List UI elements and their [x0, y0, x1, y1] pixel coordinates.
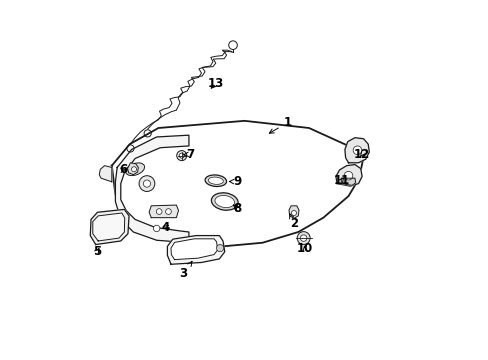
Text: 1: 1: [269, 116, 291, 133]
Polygon shape: [167, 235, 224, 264]
Text: 10: 10: [296, 242, 312, 255]
Polygon shape: [90, 210, 129, 244]
Ellipse shape: [208, 177, 223, 184]
Circle shape: [156, 209, 162, 215]
Text: 6: 6: [119, 163, 127, 176]
Text: 9: 9: [229, 175, 241, 188]
Circle shape: [352, 146, 361, 154]
Polygon shape: [127, 163, 138, 175]
Text: 7: 7: [183, 148, 194, 161]
Circle shape: [297, 231, 309, 244]
Circle shape: [216, 244, 223, 252]
Polygon shape: [112, 121, 362, 246]
Circle shape: [176, 150, 186, 161]
Ellipse shape: [125, 163, 144, 176]
Ellipse shape: [215, 195, 234, 207]
Circle shape: [344, 171, 352, 180]
Text: 4: 4: [161, 221, 169, 234]
Text: 11: 11: [332, 174, 349, 187]
Ellipse shape: [211, 193, 238, 210]
Circle shape: [143, 180, 150, 187]
Polygon shape: [344, 138, 368, 163]
Text: 8: 8: [233, 202, 241, 215]
Polygon shape: [171, 239, 217, 260]
Text: 5: 5: [92, 245, 101, 258]
Ellipse shape: [204, 175, 226, 186]
Circle shape: [179, 153, 184, 158]
Polygon shape: [335, 165, 362, 186]
Polygon shape: [99, 166, 112, 182]
Text: 2: 2: [289, 213, 298, 230]
Circle shape: [291, 211, 296, 216]
Circle shape: [153, 225, 160, 231]
Circle shape: [131, 167, 136, 172]
Text: 3: 3: [179, 261, 192, 280]
Polygon shape: [341, 178, 355, 185]
Text: 12: 12: [353, 148, 369, 161]
Circle shape: [165, 209, 171, 215]
Polygon shape: [288, 206, 298, 219]
Polygon shape: [149, 205, 178, 218]
Polygon shape: [115, 135, 188, 243]
Circle shape: [139, 176, 155, 192]
Text: 13: 13: [207, 77, 224, 90]
Polygon shape: [93, 213, 124, 241]
Circle shape: [300, 235, 306, 241]
